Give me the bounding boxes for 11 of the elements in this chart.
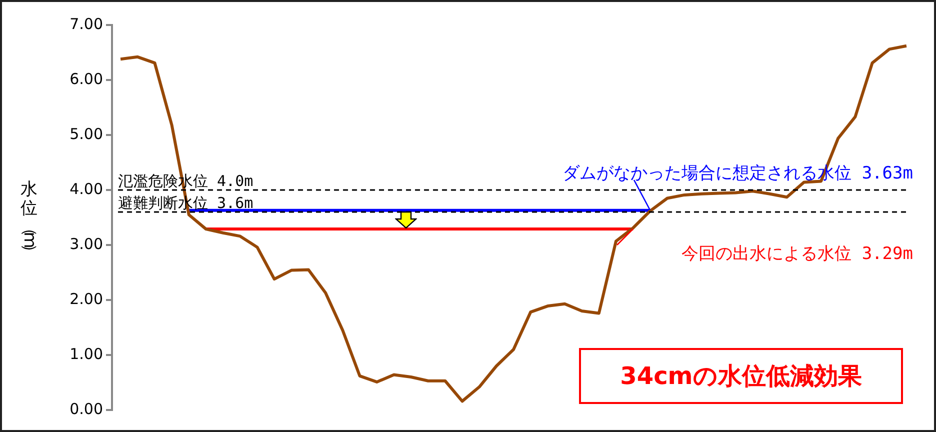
y-tick-label: 7.00 xyxy=(70,14,103,33)
y-axis-title: 水位（m） xyxy=(20,179,40,260)
y-tick-label: 3.00 xyxy=(70,234,103,253)
y-tick-label: 6.00 xyxy=(70,70,103,88)
y-tick-label: 0.00 xyxy=(70,400,103,418)
annotation: 今回の出水による水位 3.29m xyxy=(682,244,913,264)
y-tick-label: 1.00 xyxy=(70,344,103,363)
annotation: 34cmの水位低減効果 xyxy=(579,348,903,404)
y-tick-label: 4.00 xyxy=(70,180,103,198)
y-tick-label: 5.00 xyxy=(70,124,103,143)
y-tick-label: 2.00 xyxy=(70,290,103,308)
